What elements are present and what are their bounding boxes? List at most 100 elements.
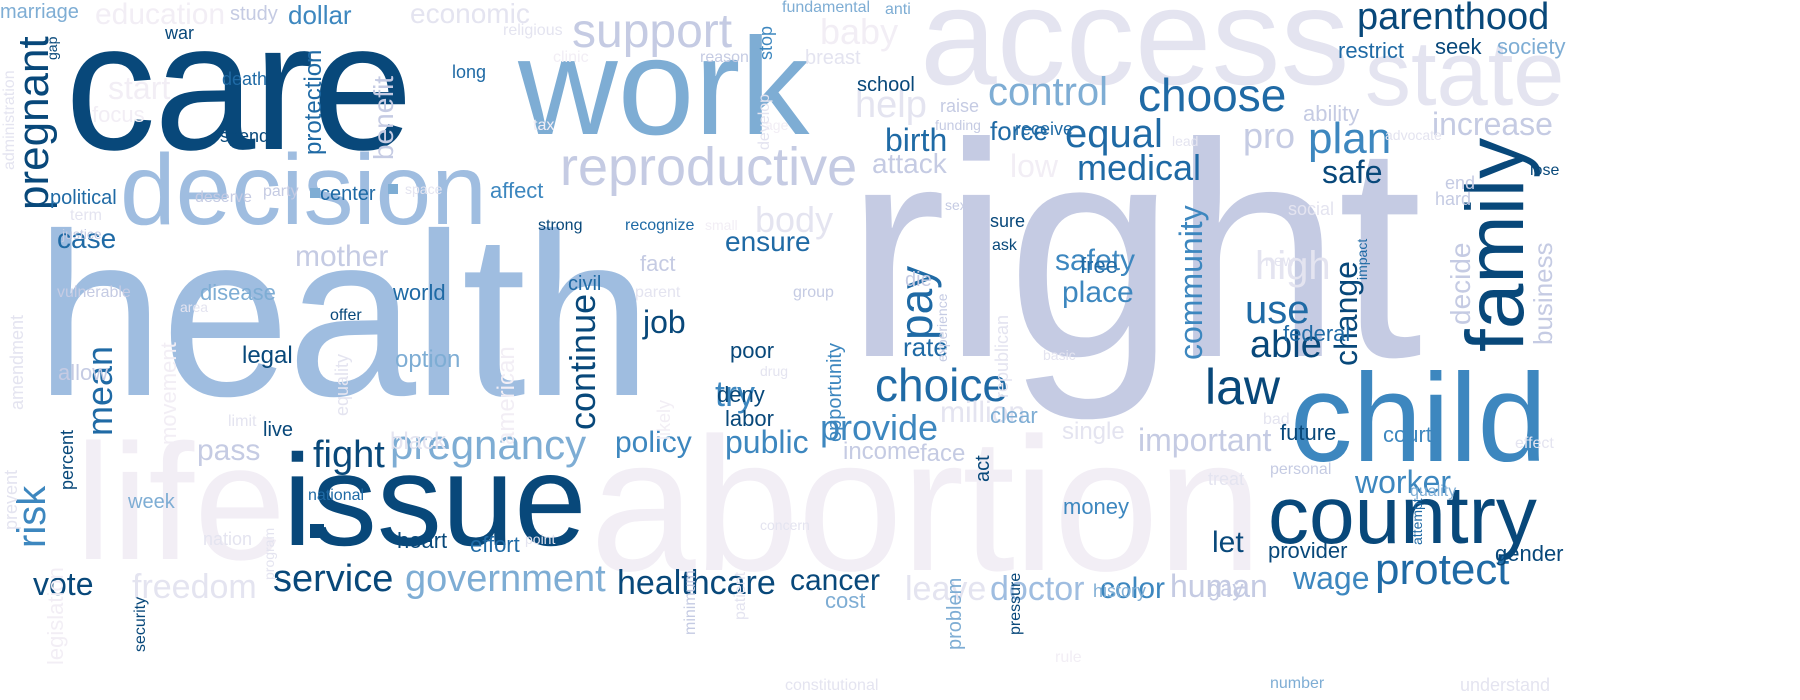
word: safety	[1055, 244, 1136, 277]
word: restrict	[1338, 38, 1404, 63]
word: reproductive	[560, 137, 858, 197]
word: dollar	[288, 0, 352, 30]
word: birth	[885, 122, 948, 158]
word: safe	[1322, 154, 1383, 190]
word: doctor	[990, 570, 1085, 608]
word: group	[793, 284, 834, 301]
word: gap	[44, 36, 60, 60]
word: party	[263, 183, 299, 200]
word: choice	[875, 359, 1008, 411]
word: provide	[820, 407, 939, 448]
word: percent	[57, 429, 77, 490]
word: single	[1062, 418, 1125, 445]
word: black	[390, 428, 447, 455]
word: nation	[203, 529, 253, 549]
word: term	[70, 207, 102, 224]
word: disease	[200, 280, 276, 305]
word: heart	[397, 528, 448, 553]
word: war	[165, 23, 195, 43]
word: law	[1205, 359, 1281, 415]
word: american	[493, 346, 520, 445]
word: pressure	[1007, 572, 1024, 635]
word: court	[1383, 422, 1432, 447]
word: security	[132, 596, 149, 652]
word: start	[108, 70, 171, 106]
word: income	[843, 438, 921, 465]
word: fight	[313, 434, 385, 476]
word: end	[1445, 173, 1476, 193]
word: increase	[1432, 106, 1553, 142]
word: amendment	[7, 314, 27, 410]
word: pregnant	[9, 36, 58, 210]
word: abortion	[590, 399, 1263, 611]
word: issue	[283, 427, 587, 573]
word: government	[405, 558, 606, 600]
word: continue	[562, 293, 603, 430]
word: understand	[1460, 675, 1551, 695]
word: body	[755, 199, 834, 240]
word: place	[1062, 276, 1134, 309]
word: public	[725, 424, 809, 460]
word: deserve	[195, 189, 252, 206]
word: provider	[1268, 538, 1348, 563]
word: experience	[934, 293, 950, 363]
word: social	[1288, 199, 1335, 219]
word: future	[1280, 420, 1337, 445]
word: decision	[120, 134, 487, 246]
word: state	[1365, 23, 1565, 125]
word: clear	[990, 403, 1038, 428]
word: marriage	[0, 1, 79, 23]
word: study	[230, 3, 278, 25]
word: patient	[732, 571, 749, 620]
word: community	[1173, 205, 1209, 360]
word: leave	[905, 570, 987, 608]
word: cost	[825, 588, 866, 613]
word: help	[855, 84, 927, 126]
word: money	[1063, 494, 1130, 519]
word: area	[180, 299, 209, 315]
word: spend	[220, 126, 270, 146]
word: political	[50, 187, 117, 209]
word: worker	[1355, 464, 1452, 500]
word: federal	[1283, 321, 1351, 346]
word: education	[95, 0, 226, 31]
word: let	[1212, 526, 1244, 559]
word: fact	[640, 251, 676, 276]
word: pass	[197, 434, 261, 467]
word: vote	[33, 566, 94, 602]
word: healthcare	[617, 564, 776, 602]
word: bad	[1263, 411, 1290, 428]
word: ability	[1303, 101, 1360, 126]
word: funding	[935, 117, 981, 133]
word: life	[75, 410, 286, 594]
word: control	[988, 70, 1109, 114]
word: impact	[1354, 238, 1370, 280]
word: justice	[62, 226, 102, 242]
square-marker	[310, 188, 320, 198]
word: effect	[1515, 435, 1554, 452]
word: problem	[944, 577, 966, 650]
word: medical	[1077, 147, 1202, 188]
word: sex	[945, 197, 967, 213]
word: freedom	[132, 568, 257, 606]
word: live	[263, 419, 294, 441]
word: rule	[1055, 649, 1082, 666]
word: fundamental	[782, 0, 871, 16]
word: constitutional	[785, 677, 879, 694]
word: wage	[1293, 560, 1370, 596]
word: health	[35, 186, 652, 445]
word: prevent	[1, 469, 21, 530]
word: gay	[1208, 576, 1244, 601]
word: die	[905, 269, 932, 291]
word: protection	[300, 49, 327, 155]
word: national	[308, 487, 365, 504]
word: strong	[538, 217, 583, 234]
word: society	[1497, 34, 1566, 59]
word: concern	[760, 517, 810, 533]
word: equality	[332, 353, 352, 416]
word: small	[705, 217, 738, 233]
word: business	[1528, 242, 1558, 345]
word: treat	[1208, 469, 1245, 489]
word: opportunity	[824, 343, 846, 442]
